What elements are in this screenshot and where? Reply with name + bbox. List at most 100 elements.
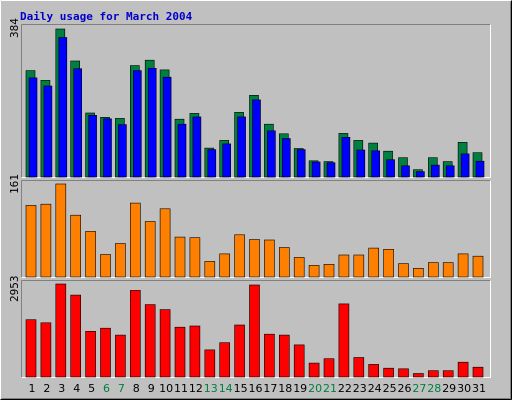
day-label: 5 bbox=[88, 382, 95, 395]
files-bar bbox=[475, 160, 485, 178]
kbytes-bar bbox=[174, 326, 186, 378]
day-label: 2 bbox=[43, 382, 50, 395]
day-label: 7 bbox=[118, 382, 125, 395]
kbytes-bar bbox=[353, 357, 365, 378]
files-bar bbox=[73, 68, 82, 178]
pages-bar bbox=[323, 263, 335, 278]
day-label: 6 bbox=[103, 382, 110, 395]
kbytes-bar bbox=[293, 344, 305, 378]
files-bar bbox=[237, 116, 246, 178]
kbytes-bar bbox=[85, 330, 96, 378]
files-bar bbox=[43, 85, 53, 178]
pages-bar bbox=[278, 247, 290, 278]
kbytes-bar bbox=[189, 325, 201, 378]
kbytes-bar bbox=[368, 364, 380, 378]
day-label: 21 bbox=[323, 382, 337, 395]
day-label: 8 bbox=[133, 382, 140, 395]
pages-bar bbox=[442, 262, 454, 278]
pages-bar bbox=[413, 267, 424, 278]
kbytes-bar bbox=[219, 342, 230, 378]
files-bar bbox=[252, 99, 261, 178]
kbytes-bar bbox=[278, 334, 290, 378]
files-bar bbox=[341, 137, 351, 178]
kbytes-bar bbox=[413, 373, 424, 378]
day-label: 3 bbox=[58, 382, 65, 395]
day-label: 27 bbox=[412, 382, 426, 395]
pages-bar bbox=[130, 202, 141, 278]
files-bar bbox=[28, 77, 38, 178]
pages-bar bbox=[115, 243, 126, 278]
day-label: 12 bbox=[189, 382, 203, 395]
files-bar bbox=[118, 124, 127, 178]
day-label: 29 bbox=[442, 382, 456, 395]
day-label: 19 bbox=[293, 382, 307, 395]
pages-bar bbox=[293, 257, 305, 278]
files-bar bbox=[416, 171, 425, 178]
files-bar bbox=[103, 118, 112, 178]
pages-bar bbox=[457, 253, 469, 278]
day-label: 28 bbox=[427, 382, 441, 395]
day-label: 10 bbox=[159, 382, 173, 395]
files-bar bbox=[192, 116, 202, 178]
pages-bar bbox=[383, 249, 394, 278]
day-label: 4 bbox=[73, 382, 80, 395]
hits-files-max-label: 384 bbox=[8, 18, 21, 38]
pages-bar bbox=[472, 255, 484, 278]
day-label: 25 bbox=[383, 382, 397, 395]
kbytes-bar bbox=[308, 362, 320, 378]
kbytes-bar bbox=[234, 324, 245, 378]
kbytes-bar bbox=[159, 309, 171, 378]
kbytes-bar bbox=[398, 368, 409, 378]
kbytes-bar bbox=[55, 283, 67, 378]
pages-bar bbox=[25, 205, 37, 278]
pages-bar bbox=[189, 237, 201, 278]
kbytes-bar bbox=[472, 366, 484, 378]
day-label: 15 bbox=[234, 382, 248, 395]
pages-bars bbox=[25, 183, 484, 278]
files-bar bbox=[386, 159, 395, 178]
day-label: 24 bbox=[368, 382, 382, 395]
day-label: 14 bbox=[219, 382, 233, 395]
pages-bar bbox=[264, 239, 275, 278]
chart-title: Daily usage for March 2004 bbox=[20, 10, 193, 23]
day-label: 17 bbox=[263, 382, 277, 395]
files-bar bbox=[356, 149, 366, 178]
kbytes-bar bbox=[100, 327, 111, 378]
pages-bar bbox=[40, 203, 52, 278]
day-label: 1 bbox=[29, 382, 36, 395]
files-bar bbox=[207, 149, 217, 178]
pages-bar bbox=[204, 261, 216, 278]
files-bar bbox=[267, 130, 276, 178]
files-bar bbox=[162, 76, 172, 178]
files-bar bbox=[371, 150, 381, 178]
day-label: 11 bbox=[174, 382, 188, 395]
kbytes-bar bbox=[427, 370, 439, 378]
pages-bar bbox=[100, 254, 111, 278]
day-label: 30 bbox=[457, 382, 471, 395]
files-bar bbox=[430, 164, 440, 178]
files-bar bbox=[58, 37, 68, 178]
files-bar bbox=[88, 115, 97, 178]
kbytes-bar bbox=[249, 284, 260, 378]
kbytes-bars bbox=[25, 283, 484, 378]
files-bar bbox=[147, 68, 157, 178]
pages-bar bbox=[159, 208, 171, 278]
kbytes-bar bbox=[130, 290, 141, 378]
pages-bar bbox=[398, 263, 409, 278]
kbytes-bar bbox=[25, 319, 37, 378]
kbytes-bar bbox=[204, 349, 216, 378]
day-label: 23 bbox=[353, 382, 367, 395]
day-labels: 1 2 3 4 5 6 7 8 9 10 11 12 13 14 15 16 17 18 19 20 21 22 23 24 2… bbox=[29, 382, 487, 395]
panel-frame-pages bbox=[21, 180, 491, 278]
pages-bar bbox=[249, 239, 260, 278]
day-label: 13 bbox=[204, 382, 218, 395]
kbytes-bar bbox=[323, 358, 335, 378]
files-bar bbox=[311, 161, 321, 178]
kbytes-bar bbox=[70, 294, 81, 378]
day-label: 9 bbox=[148, 382, 155, 395]
pages-bar bbox=[368, 247, 380, 278]
pages-max-label: 161 bbox=[8, 174, 21, 194]
pages-bar bbox=[427, 262, 439, 278]
day-label: 26 bbox=[398, 382, 412, 395]
